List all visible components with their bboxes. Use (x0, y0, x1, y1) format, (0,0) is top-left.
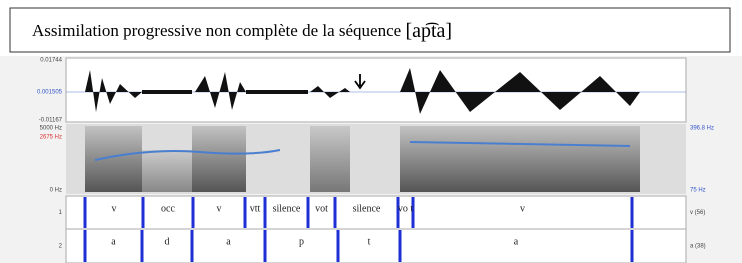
interval-label: occ (161, 203, 175, 214)
pitch-label: 396.8 Hz (690, 126, 714, 132)
interval-label: v (520, 203, 525, 214)
interval-label: a (514, 236, 519, 247)
interval-label: t (368, 236, 371, 247)
interval-label: v (112, 203, 117, 214)
tier-name: a (38) (690, 244, 706, 250)
interval-label: v (217, 203, 222, 214)
interval-label: vo t (398, 203, 414, 214)
tier-name: v (56) (690, 210, 705, 216)
interval-label: silence (353, 203, 381, 214)
interval-label: a (111, 236, 116, 247)
wave-label: 0.001505 (37, 90, 63, 96)
wave-label: -0.01167 (39, 118, 63, 124)
interval-label: silence (273, 203, 301, 214)
figure: Assimilation progressive non complète de… (0, 0, 742, 263)
interval-label: a (226, 236, 231, 247)
interval-label: p (299, 236, 304, 247)
interval-label: vtt (250, 203, 261, 214)
title: Assimilation progressive non complète de… (32, 20, 452, 42)
spectrogram-label: 2675 Hz (40, 135, 62, 141)
pitch-label: 75 Hz (690, 188, 706, 194)
interval-label: vot (315, 203, 328, 214)
transcription: [ap͡ta] (405, 20, 452, 42)
spectrogram-label: 0 Hz (50, 188, 62, 194)
spectrogram-label: 5000 Hz (40, 126, 62, 132)
interval-label: d (165, 236, 170, 247)
praat-figure: Assimilation progressive non complète de… (0, 0, 742, 263)
wave-label: 0.01744 (40, 58, 62, 64)
title-text: Assimilation progressive non complète de… (32, 21, 401, 40)
